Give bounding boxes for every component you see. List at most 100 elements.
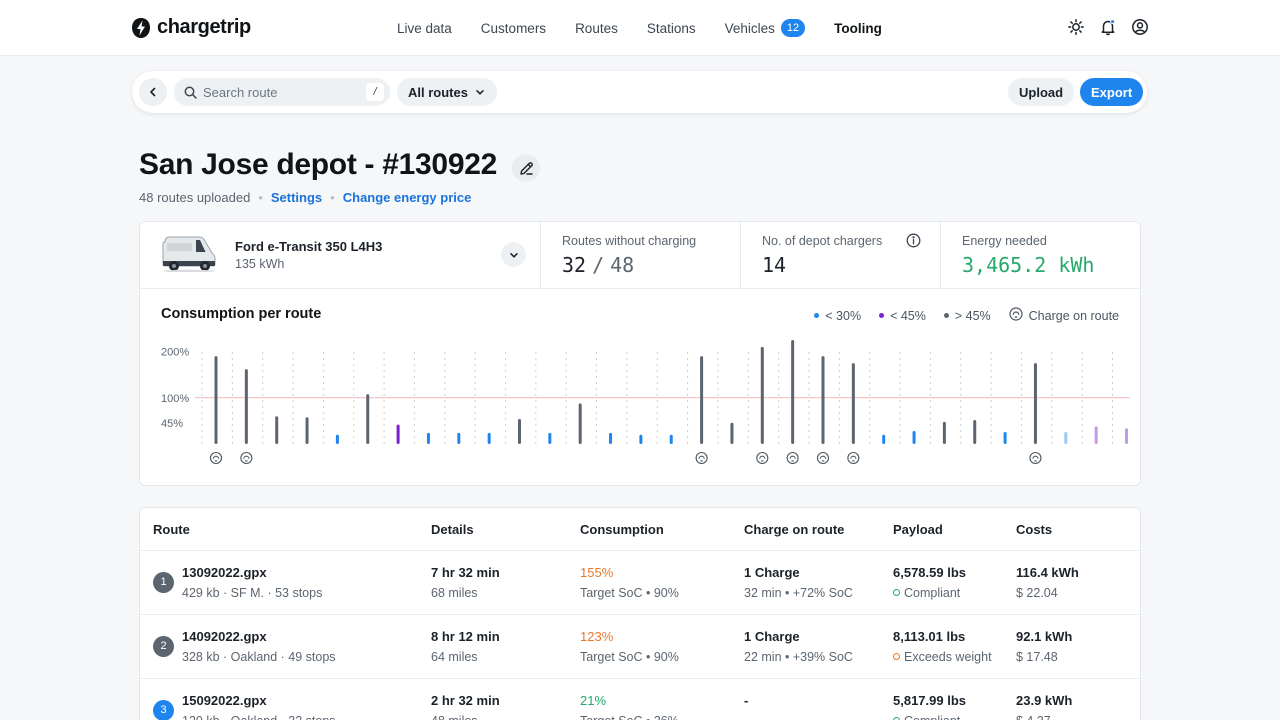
payload-status: Compliant bbox=[893, 585, 966, 601]
consumption-bar[interactable] bbox=[821, 356, 825, 444]
consumption-bar[interactable] bbox=[487, 432, 491, 444]
depot-summary-card: Ford e-Transit 350 L4H3 135 kWh Routes w… bbox=[139, 221, 1141, 486]
consumption-bar[interactable] bbox=[275, 416, 279, 444]
payload-cell: 6,578.59 lbs Compliant bbox=[893, 565, 966, 601]
consumption-bar[interactable] bbox=[457, 432, 461, 444]
nav-customers[interactable]: Customers bbox=[481, 21, 546, 36]
back-button[interactable] bbox=[139, 78, 167, 106]
consumption-bar[interactable] bbox=[700, 356, 704, 444]
stats-row: Ford e-Transit 350 L4H3 135 kWh Routes w… bbox=[140, 222, 1140, 289]
routes-total-value: 48 bbox=[610, 253, 635, 277]
consumption-bar[interactable] bbox=[942, 421, 946, 444]
consumption-bar[interactable] bbox=[1003, 431, 1007, 444]
warning-status-icon bbox=[893, 653, 900, 660]
consumption-bar[interactable] bbox=[548, 432, 552, 444]
consumption-bar[interactable] bbox=[518, 419, 521, 444]
nav-live-data[interactable]: Live data bbox=[397, 21, 452, 36]
settings-link[interactable]: Settings bbox=[270, 190, 323, 205]
consumption-cell: 155% Target SoC • 90% bbox=[580, 565, 679, 601]
consumption-bar[interactable] bbox=[335, 434, 339, 444]
consumption-bar[interactable] bbox=[578, 403, 582, 444]
vehicle-selector[interactable]: Ford e-Transit 350 L4H3 135 kWh bbox=[140, 222, 541, 288]
column-header[interactable]: Route bbox=[153, 522, 190, 537]
route-toolbar: / All routes Upload Export bbox=[132, 71, 1147, 113]
column-header[interactable]: Charge on route bbox=[744, 522, 845, 537]
column-header[interactable]: Payload bbox=[893, 522, 943, 537]
column-header[interactable]: Costs bbox=[1016, 522, 1053, 537]
consumption-bar[interactable] bbox=[669, 434, 673, 444]
route-duration: 2 hr 32 min bbox=[431, 693, 500, 708]
consumption-bar[interactable] bbox=[1094, 426, 1098, 444]
legend-dot bbox=[814, 313, 820, 318]
change-energy-price-link[interactable]: Change energy price bbox=[342, 190, 472, 205]
nav-vehicles[interactable]: Vehicles 12 bbox=[725, 19, 806, 37]
upload-button[interactable]: Upload bbox=[1008, 78, 1075, 106]
energy-needed-value: 3,465.2 kWh bbox=[962, 253, 1095, 277]
consumption-bar[interactable] bbox=[609, 432, 613, 444]
nav-item-label: Vehicles bbox=[724, 20, 775, 36]
legend-dot bbox=[943, 313, 949, 318]
edit-title-button[interactable] bbox=[512, 154, 540, 182]
consumption-bar[interactable] bbox=[1064, 431, 1068, 444]
payload-status-label: Compliant bbox=[904, 714, 960, 720]
nav-item-label: Tooling bbox=[834, 20, 882, 36]
consumption-bar[interactable] bbox=[1033, 363, 1037, 444]
details-cell: 8 hr 12 min 64 miles bbox=[431, 629, 500, 665]
route-filter-label: All routes bbox=[408, 84, 468, 100]
route-meta: 328 kb · Oakland · 49 stops bbox=[182, 650, 336, 664]
vehicle-dropdown-button[interactable] bbox=[501, 242, 526, 267]
chart-legend: < 30% < 45% > 45% Charge on route bbox=[814, 307, 1119, 324]
routes-without-charging-value: 32 bbox=[562, 253, 587, 277]
info-icon[interactable] bbox=[906, 233, 921, 248]
consumption-bar[interactable] bbox=[396, 424, 400, 444]
nav-tooling[interactable]: Tooling bbox=[834, 21, 882, 36]
search-input[interactable] bbox=[203, 84, 353, 100]
stat-label: Energy needed bbox=[962, 234, 1047, 248]
legend-item: < 30% bbox=[814, 309, 861, 323]
sun-icon[interactable] bbox=[1067, 18, 1085, 36]
y-tick-label: 100% bbox=[161, 393, 189, 405]
consumption-bar[interactable] bbox=[214, 356, 218, 444]
payload-weight: 5,817.99 lbs bbox=[893, 693, 966, 708]
column-header[interactable]: Details bbox=[431, 522, 474, 537]
consumption-bar[interactable] bbox=[730, 422, 734, 444]
brand-logo[interactable]: chargetrip bbox=[131, 16, 251, 39]
nav-stations[interactable]: Stations bbox=[647, 21, 696, 36]
consumption-bar[interactable] bbox=[851, 363, 855, 444]
chevron-left-icon bbox=[150, 87, 156, 97]
consumption-bar[interactable] bbox=[882, 434, 886, 444]
route-filter-select[interactable]: All routes bbox=[397, 78, 497, 106]
column-header[interactable]: Consumption bbox=[580, 522, 664, 537]
consumption-bar[interactable] bbox=[244, 369, 248, 444]
consumption-bar[interactable] bbox=[639, 434, 643, 444]
user-circle-icon[interactable] bbox=[1131, 18, 1149, 36]
stat-value: 32/48 bbox=[562, 253, 634, 277]
consumption-bar[interactable] bbox=[1125, 428, 1128, 444]
nav-icons bbox=[1067, 18, 1149, 36]
main-nav: Live data Customers Routes Stations Vehicles… bbox=[397, 0, 911, 56]
charge-cell: 1 Charge 22 min • +39% SoC bbox=[744, 629, 853, 665]
charge-station-icon bbox=[847, 451, 860, 465]
route-distance: 48 miles bbox=[431, 713, 500, 720]
consumption-bar[interactable] bbox=[791, 340, 795, 444]
consumption-bar[interactable] bbox=[305, 417, 309, 444]
consumption-bar[interactable] bbox=[366, 394, 370, 444]
fraction-separator: / bbox=[592, 253, 605, 277]
consumption-bar[interactable] bbox=[912, 431, 916, 444]
consumption-bar[interactable] bbox=[426, 432, 430, 444]
table-row[interactable]: 3 15092022.gpx 120 kb · Oakland · 32 stops… bbox=[140, 679, 1140, 720]
table-row[interactable]: 1 13092022.gpx 429 kb · SF M. · 53 stops 7 … bbox=[140, 551, 1140, 615]
nav-routes[interactable]: Routes bbox=[575, 21, 618, 36]
consumption-bar[interactable] bbox=[973, 419, 977, 444]
export-button[interactable]: Export bbox=[1080, 78, 1144, 106]
charge-detail: 22 min • +39% SoC bbox=[744, 650, 853, 664]
consumption-bar[interactable] bbox=[760, 346, 764, 444]
brand-name: chargetrip bbox=[157, 16, 251, 38]
legend-item: > 45% bbox=[943, 309, 991, 323]
payload-weight: 8,113.01 lbs bbox=[893, 629, 966, 644]
consumption-percent: 21% bbox=[580, 693, 607, 708]
vehicle-name: Ford e-Transit 350 L4H3 bbox=[235, 239, 383, 254]
bell-icon[interactable] bbox=[1099, 18, 1117, 36]
table-row[interactable]: 2 14092022.gpx 328 kb · Oakland · 49 stops… bbox=[140, 615, 1140, 679]
route-file-name: 14092022.gpx bbox=[182, 629, 267, 644]
